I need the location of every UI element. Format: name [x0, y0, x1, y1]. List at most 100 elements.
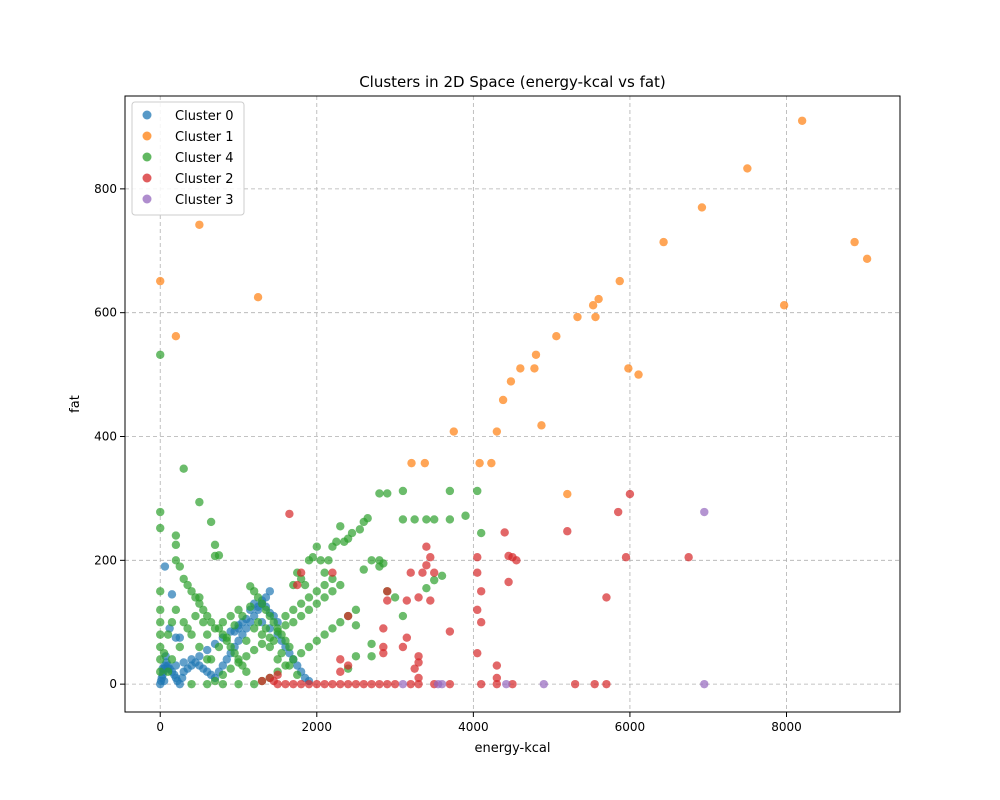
data-point	[285, 648, 294, 658]
x-tick-label: 2000	[302, 720, 333, 734]
data-point	[234, 658, 243, 667]
data-point	[336, 679, 345, 689]
data-point	[218, 661, 228, 670]
data-point	[531, 350, 541, 359]
legend-marker	[142, 110, 152, 120]
data-point	[202, 630, 212, 639]
data-point	[320, 679, 329, 689]
data-point	[289, 618, 298, 627]
data-point	[296, 611, 306, 621]
data-point	[591, 312, 600, 322]
data-point	[398, 642, 408, 652]
data-point	[402, 633, 412, 642]
data-point	[312, 587, 321, 596]
data-point	[289, 605, 298, 615]
data-point	[285, 642, 294, 652]
data-point	[414, 658, 423, 667]
data-point	[175, 642, 184, 652]
legend-label: Cluster 0	[175, 109, 234, 124]
data-point	[328, 679, 337, 689]
data-point	[187, 587, 196, 596]
data-point	[624, 364, 633, 373]
data-point	[473, 648, 482, 658]
data-point	[289, 655, 298, 664]
data-point	[312, 679, 321, 689]
data-point	[476, 587, 486, 596]
data-point	[407, 458, 416, 468]
data-point	[613, 507, 623, 517]
data-point	[249, 679, 259, 689]
data-point	[625, 489, 635, 499]
data-point	[281, 679, 290, 689]
points-layer	[156, 116, 872, 689]
data-point	[414, 673, 423, 683]
data-point	[375, 489, 384, 498]
data-point	[475, 458, 484, 468]
data-point	[506, 377, 516, 386]
data-point	[230, 648, 239, 658]
data-point	[700, 507, 709, 517]
data-point	[261, 605, 271, 615]
y-tick-label: 600	[94, 306, 117, 320]
data-point	[308, 553, 318, 562]
data-point	[163, 667, 173, 676]
data-point	[156, 587, 165, 596]
chart-title: Clusters in 2D Space (energy-kcal vs fat…	[359, 73, 666, 91]
data-point	[257, 676, 267, 686]
data-point	[312, 636, 321, 646]
data-point	[273, 679, 282, 689]
data-point	[179, 574, 188, 584]
data-point	[402, 596, 412, 605]
data-point	[195, 593, 204, 602]
data-point	[797, 116, 807, 125]
data-point	[351, 652, 361, 661]
data-point	[320, 580, 329, 590]
data-point	[328, 574, 337, 584]
data-point	[476, 618, 486, 627]
data-point	[234, 605, 243, 615]
data-point	[367, 639, 376, 649]
series-cluster-2	[257, 489, 693, 689]
data-point	[336, 522, 345, 531]
data-point	[363, 514, 372, 523]
data-point	[304, 642, 314, 652]
data-point	[210, 676, 220, 686]
data-point	[615, 276, 624, 286]
data-point	[304, 605, 314, 615]
data-point	[253, 618, 263, 627]
data-point	[390, 679, 400, 689]
data-point	[230, 621, 239, 630]
data-point	[218, 670, 228, 680]
data-point	[195, 497, 204, 507]
data-point	[492, 673, 502, 683]
data-point	[222, 633, 231, 642]
legend-marker	[142, 152, 152, 162]
data-point	[156, 655, 165, 664]
grid-layer	[125, 96, 900, 712]
legend: Cluster 0 Cluster 1 Cluster 4 Cluster 2 Clus…	[131, 101, 245, 216]
data-point	[218, 618, 228, 627]
data-point	[316, 556, 325, 565]
data-point	[202, 655, 212, 664]
data-point	[312, 542, 321, 551]
data-point	[375, 679, 384, 689]
data-point	[351, 679, 361, 689]
data-point	[422, 583, 431, 593]
data-point	[238, 630, 247, 639]
legend-marker	[142, 131, 152, 141]
data-point	[422, 561, 431, 570]
data-point	[343, 679, 353, 689]
data-point	[269, 636, 278, 646]
data-point	[281, 611, 290, 621]
data-point	[171, 332, 181, 341]
data-point	[351, 621, 361, 630]
data-point	[473, 568, 482, 577]
data-point	[445, 486, 455, 496]
data-point	[156, 630, 165, 639]
legend-marker	[142, 194, 152, 204]
data-point	[320, 593, 329, 602]
data-point	[743, 164, 752, 173]
data-point	[492, 679, 502, 689]
data-point	[156, 667, 165, 676]
